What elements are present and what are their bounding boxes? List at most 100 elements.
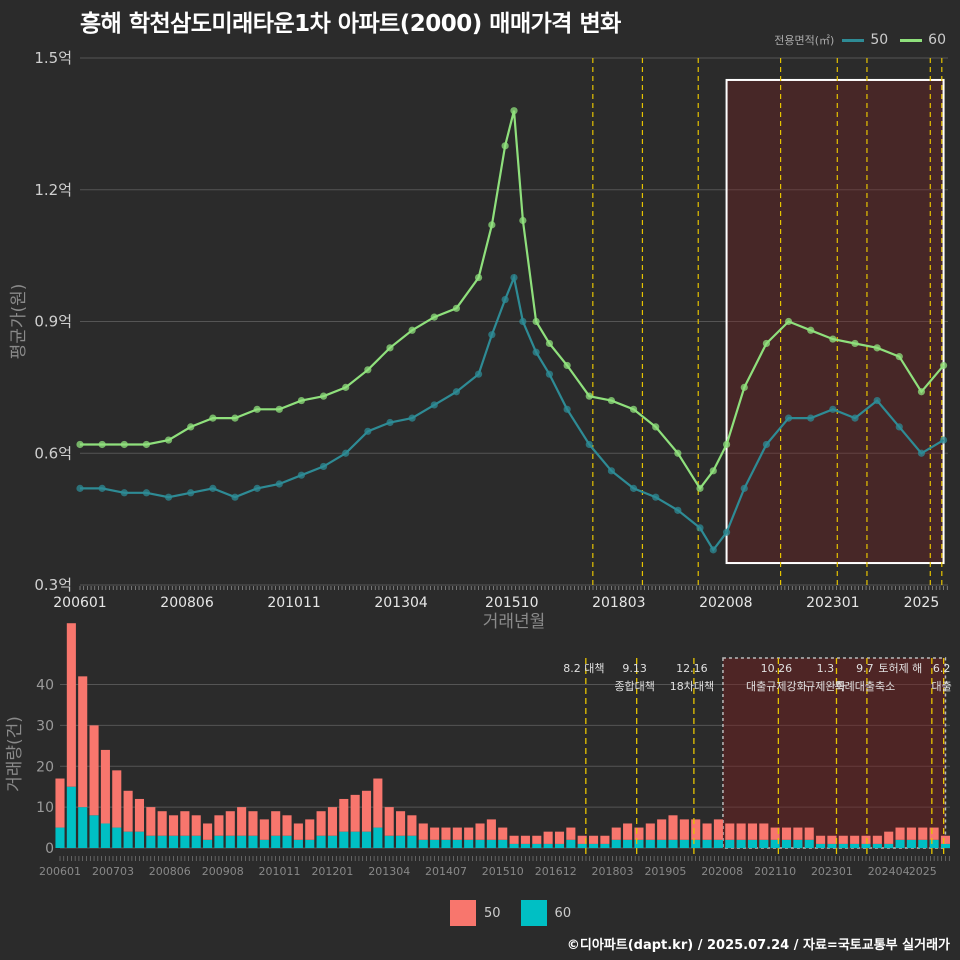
volume-bar-50 [259, 819, 269, 840]
series-point-50 [696, 524, 704, 532]
series-point-60 [76, 440, 84, 449]
volume-bar-50 [691, 819, 701, 840]
volume-bar-60 [396, 835, 406, 848]
price-x-tick-label: 202301 [806, 595, 859, 611]
volume-bar-60 [725, 839, 735, 848]
volume-bar-50 [713, 819, 723, 840]
series-point-60 [829, 335, 837, 343]
volume-bar-50 [770, 827, 780, 840]
policy-annotation: 종합대책 [614, 680, 654, 693]
volume-bar-50 [884, 831, 894, 844]
volume-bar-60 [475, 839, 485, 848]
volume-bar-50 [271, 811, 281, 836]
series-point-60 [209, 414, 217, 422]
volume-bar-60 [702, 839, 712, 848]
volume-bar-50 [498, 827, 508, 840]
price-x-tick-label: 201011 [267, 595, 320, 611]
volume-bar-60 [850, 843, 860, 848]
volume-y-tick-label: 30 [36, 718, 54, 734]
volume-x-tick-label: 201011 [258, 865, 300, 878]
series-point-60 [784, 317, 793, 326]
volume-bar-50 [940, 835, 950, 844]
volume-bar-60 [180, 835, 190, 848]
volume-bar-50 [929, 827, 939, 840]
volume-legend: 50 60 [450, 900, 583, 926]
volume-bar-60 [55, 827, 65, 848]
legend-swatch-60 [900, 38, 923, 42]
volume-bar-50 [282, 815, 292, 836]
volume-y-tick-label: 20 [36, 759, 54, 775]
volume-bar-50 [589, 835, 599, 844]
series-point-50 [364, 427, 372, 435]
volume-x-tick-label: 201510 [482, 865, 524, 878]
volume-bar-60 [929, 839, 939, 848]
volume-bar-50 [861, 835, 871, 844]
volume-bar-60 [781, 839, 792, 848]
price-x-tick-label: 2025 [904, 595, 940, 611]
series-point-60 [164, 436, 173, 444]
volume-bar-50 [816, 835, 826, 844]
series-point-50 [98, 484, 106, 492]
series-point-50 [762, 440, 771, 449]
series-point-60 [895, 353, 903, 361]
volume-bar-50 [66, 623, 76, 787]
price-y-tick-label: 0.6억 [34, 444, 72, 462]
volume-bar-60 [611, 839, 621, 848]
volume-bar-50 [668, 815, 678, 840]
volume-bar-50 [793, 827, 803, 840]
series-point-60 [386, 344, 394, 352]
price-y-tick-label: 0.3억 [34, 576, 72, 594]
series-point-60 [430, 313, 438, 321]
volume-bar-60 [657, 839, 667, 848]
series-point-50 [187, 489, 195, 497]
series-point-60 [629, 405, 638, 413]
volume-bar-50 [339, 798, 349, 832]
series-point-60 [519, 216, 527, 225]
volume-bar-50 [350, 794, 360, 832]
volume-bar-50 [895, 827, 905, 840]
series-point-50 [297, 471, 306, 479]
volume-bar-50 [441, 827, 451, 840]
series-point-60 [501, 142, 509, 150]
volume-bar-50 [327, 807, 337, 836]
series-point-60 [231, 414, 239, 422]
series-point-60 [98, 440, 106, 449]
volume-bar-50 [100, 749, 110, 824]
series-point-60 [652, 423, 660, 431]
series-point-50 [532, 348, 540, 356]
volume-bar-60 [134, 831, 145, 848]
volume-bar-60 [838, 843, 848, 848]
volume-bar-60 [361, 831, 372, 848]
volume-bar-60 [906, 839, 916, 848]
volume-bar-60 [679, 839, 689, 848]
volume-bar-50 [872, 835, 882, 844]
volume-bar-60 [418, 839, 428, 848]
volume-bar-60 [509, 843, 519, 848]
volume-bar-50 [577, 835, 587, 844]
volume-bar-60 [918, 839, 928, 848]
series-point-50 [275, 480, 283, 488]
volume-bar-60 [747, 839, 758, 848]
series-point-50 [740, 484, 748, 492]
volume-bar-50 [430, 827, 440, 840]
series-point-50 [474, 370, 483, 378]
series-point-50 [408, 414, 416, 422]
volume-bar-60 [532, 843, 542, 848]
volume-bar-60 [430, 839, 440, 848]
series-point-60 [120, 440, 128, 449]
volume-bar-60 [225, 835, 235, 848]
volume-bar-60 [804, 839, 814, 848]
source-credit: ©디아파트(dapt.kr) / 2025.07.24 / 자료=국토교통부 실… [566, 938, 950, 953]
volume-bar-60 [350, 831, 360, 848]
policy-annotation: 토허제 해 [878, 661, 922, 675]
series-point-50 [501, 295, 509, 304]
volume-bar-60 [793, 839, 803, 848]
series-point-50 [607, 467, 616, 475]
price-y-tick-label: 1.5억 [34, 49, 72, 67]
volume-bar-60 [89, 815, 99, 848]
volume-x-tick-label: 200601 [39, 865, 81, 878]
chart-title: 흥해 학천삼도미래타운1차 아파트(2000) 매매가격 변화 [80, 11, 621, 37]
volume-bar-50 [225, 811, 235, 836]
volume-bar-60 [884, 843, 894, 848]
